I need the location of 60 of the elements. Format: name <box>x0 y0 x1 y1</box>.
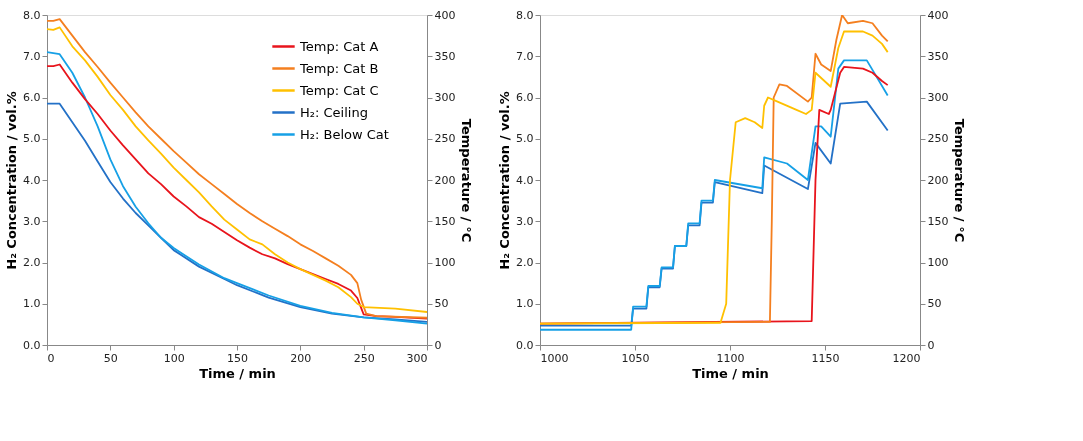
y-tick-label: 7.0 <box>23 49 41 63</box>
x-tick-label: 0 <box>47 351 55 365</box>
y2-tick-label: 0 <box>927 338 935 352</box>
y-tick-label: 0.0 <box>516 338 534 352</box>
y2-tick-label: 150 <box>434 214 456 228</box>
legend-label: Temp: Cat A <box>299 38 379 54</box>
y2-tick-label: 350 <box>927 49 949 63</box>
legend-label: Temp: Cat B <box>299 60 379 76</box>
y2-tick-label: 100 <box>434 256 456 269</box>
x-tick-label: 50 <box>103 351 118 365</box>
y2-tick-label: 400 <box>434 8 456 22</box>
y2-tick-label: 100 <box>927 256 949 269</box>
y2-tick-label: 50 <box>434 297 449 311</box>
y2-tick-label: 300 <box>434 91 456 104</box>
x-tick-label: 300 <box>406 351 428 365</box>
y-tick-label: 8.0 <box>516 8 534 22</box>
y2-tick-label: 50 <box>927 297 942 311</box>
x-axis-title: Time / min <box>692 365 769 381</box>
y-tick-label: 8.0 <box>23 8 41 22</box>
y-tick-label: 5.0 <box>23 132 41 146</box>
y2-tick-label: 200 <box>927 173 949 187</box>
y-tick-label: 4.0 <box>516 173 534 187</box>
line-series <box>47 102 427 323</box>
x-axis-title: Time / min <box>199 365 276 381</box>
y2-axis-title: Temperature / °C <box>459 118 475 243</box>
y-axis-title: H₂ Concentration / vol.% <box>4 91 20 270</box>
x-tick-label: 1100 <box>716 351 745 365</box>
y2-tick-label: 0 <box>434 338 442 352</box>
y-tick-label: 6.0 <box>23 91 41 104</box>
y-tick-label: 4.0 <box>23 173 41 187</box>
x-tick-label: 1200 <box>892 351 921 365</box>
y-tick-label: 6.0 <box>516 91 534 104</box>
y2-tick-label: 250 <box>927 132 949 146</box>
legend-label: H₂: Ceiling <box>300 104 368 120</box>
x-tick-label: 100 <box>163 351 185 365</box>
y2-tick-label: 400 <box>927 8 949 22</box>
y-tick-label: 1.0 <box>516 297 534 311</box>
y-axis-title: H₂ Concentration / vol.% <box>497 91 513 270</box>
x-tick-label: 1000 <box>540 351 569 365</box>
x-tick-label: 1050 <box>621 351 650 365</box>
x-tick-label: 200 <box>290 351 312 365</box>
y2-tick-label: 250 <box>434 132 456 146</box>
y2-tick-label: 300 <box>927 91 949 104</box>
y2-tick-label: 150 <box>927 214 949 228</box>
x-tick-label: 150 <box>227 351 248 365</box>
legend-label: H₂: Below Cat <box>300 126 389 142</box>
y-tick-label: 3.0 <box>23 214 41 228</box>
x-tick-label: 250 <box>353 351 375 365</box>
y-tick-label: 2.0 <box>23 256 41 269</box>
y2-axis-title: Temperature / °C <box>952 118 968 243</box>
y-tick-label: 0.0 <box>23 338 41 352</box>
legend-label: Temp: Cat C <box>299 82 379 98</box>
y-tick-label: 7.0 <box>516 49 534 63</box>
y-tick-label: 3.0 <box>516 214 534 228</box>
y2-tick-label: 200 <box>434 173 456 187</box>
y2-tick-label: 350 <box>434 49 456 63</box>
y-tick-label: 1.0 <box>23 297 41 311</box>
y-tick-label: 2.0 <box>516 256 534 269</box>
x-tick-label: 1150 <box>811 351 840 365</box>
y-tick-label: 5.0 <box>516 132 534 146</box>
